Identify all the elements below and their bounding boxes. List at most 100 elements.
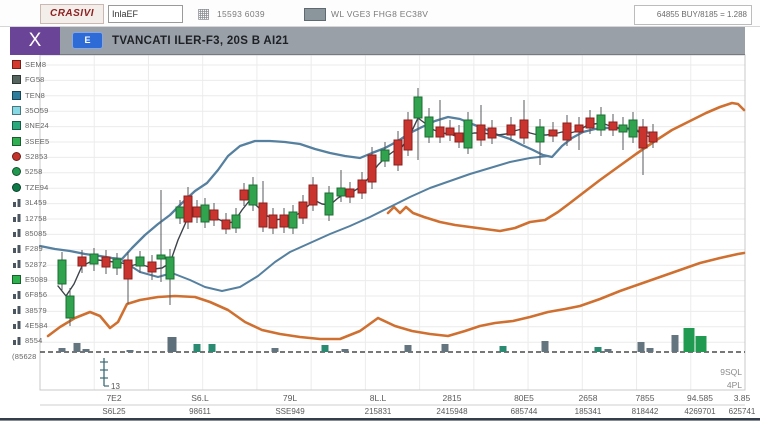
legend-item-label: TEN8 — [25, 90, 45, 100]
top-toolbar: CRASIVI ▦ 15593 6039 WL VGE3 FHG8 EC38V … — [0, 0, 760, 27]
x-axis-label-row2: 4269701 — [684, 407, 716, 416]
lower-panel: 13 9SQL 4PL — [100, 358, 742, 391]
legend-item-38579[interactable]: 38579 — [12, 304, 47, 317]
mini-chart-icon — [13, 229, 21, 238]
legend-item-85085[interactable]: 85085 — [12, 227, 47, 240]
legend-item-3l459[interactable]: 3L459 — [12, 196, 47, 209]
x-axis-label-row1: 80E5 — [514, 393, 534, 403]
legend-item-85628[interactable]: (85628 — [12, 350, 37, 363]
lower-band-line — [122, 155, 549, 292]
volume-bars — [40, 328, 745, 353]
chart-title-bar: E TVANCATI ILER-F3, 20S B AI21 — [60, 27, 745, 55]
mini-chart-icon — [13, 336, 21, 345]
panel-right-top-label: 9SQL — [720, 367, 742, 377]
legend-item-8ne24[interactable]: 8NE24 — [12, 119, 49, 132]
panel-right-bottom-label: 4PL — [727, 380, 742, 390]
x-axis-label-row1: 2658 — [579, 393, 598, 403]
indicator-swatch-icon — [12, 90, 21, 100]
legend-item-label: FG58 — [25, 75, 45, 85]
legend-item-label: 12758 — [25, 213, 47, 223]
x-axis-label-row1: S6.L — [191, 393, 209, 403]
mini-chart-icon — [13, 290, 21, 299]
legend-item-52872[interactable]: 52872 — [12, 258, 47, 271]
upper-band-line — [38, 115, 657, 261]
legend-item-fg58[interactable]: FG58 — [12, 73, 45, 86]
legend-item-label: 38579 — [25, 305, 47, 315]
mini-chart-icon — [13, 260, 21, 269]
legend-item-ten8[interactable]: TEN8 — [12, 89, 45, 102]
mini-chart-icon — [13, 321, 21, 330]
chart-grid — [39, 54, 746, 391]
x-axis-label-row1: 79L — [283, 393, 297, 403]
indicator-swatch-icon — [12, 75, 21, 85]
legend-item-label: TZE94 — [25, 182, 49, 192]
x-axis: 7E2 S6L25 S6.L 98611 79L SSE949 8L.L 215831 2815… — [40, 393, 756, 416]
chart-title: TVANCATI ILER-F3, 20S B AI21 — [112, 35, 289, 47]
x-axis-label-row1: 8L.L — [370, 393, 387, 403]
x-axis-label-row1: 94.585 — [687, 393, 713, 403]
legend-item-sem8[interactable]: SEM8 — [12, 58, 46, 71]
x-axis-label-row2: 215831 — [365, 407, 392, 416]
x-axis-label-row2: 185341 — [575, 407, 602, 416]
x-axis-label-row2: SSE949 — [275, 407, 305, 416]
candlesticks — [57, 88, 658, 326]
series-color-swatch[interactable] — [304, 8, 326, 21]
grid-icon[interactable]: ▦ — [197, 5, 211, 21]
indicator-dot-icon — [12, 182, 21, 192]
legend-item-3see5[interactable]: 3SEE5 — [12, 135, 49, 148]
indicator-swatch-icon — [12, 121, 21, 131]
legend-item-label: F289 — [25, 244, 43, 254]
legend-item-label: 35O59 — [25, 106, 49, 116]
legend-item-label: 3L459 — [25, 198, 47, 208]
mini-chart-icon — [13, 306, 21, 315]
legend-item-12758[interactable]: 12758 — [12, 212, 47, 225]
legend-item-s2853[interactable]: S2853 — [12, 150, 48, 163]
app-logo: CRASIVI — [40, 4, 104, 24]
symbol-input[interactable] — [108, 5, 183, 23]
x-axis-label-row1: 3.85 — [734, 393, 751, 403]
indicator-swatch-icon — [12, 106, 21, 116]
range-label: 15593 6039 — [217, 9, 265, 19]
legend-item-label: 4E584 — [25, 320, 48, 330]
legend-item-label: 5258 — [25, 167, 43, 177]
legend-item-5258[interactable]: 5258 — [12, 165, 43, 178]
legend-item-label: SEM8 — [25, 60, 47, 69]
legend-item-label: (85628 — [12, 351, 37, 361]
x-axis-label-row1: 7E2 — [106, 393, 121, 403]
mini-chart-icon — [13, 244, 21, 253]
indicator-swatch-icon — [12, 136, 21, 146]
indicator-swatch-icon — [12, 274, 21, 284]
legend-item-label: 85085 — [25, 228, 47, 238]
legend-item-label: E5089 — [25, 274, 48, 284]
legend-item-6f856[interactable]: 6F856 — [12, 288, 47, 301]
indicator-dot-icon — [12, 152, 21, 162]
legend-item-label: 52872 — [25, 259, 47, 269]
x-axis-label-row2: 2415948 — [436, 407, 468, 416]
legend-item-35o59[interactable]: 35O59 — [12, 104, 49, 117]
legend-item-f289[interactable]: F289 — [12, 242, 43, 255]
mini-chart-icon — [13, 214, 21, 222]
legend-item-label: 8554 — [25, 336, 43, 346]
legend-item-4e584[interactable]: 4E584 — [12, 319, 48, 332]
legend-item-label: 6F856 — [25, 290, 48, 300]
expand-button[interactable]: E — [72, 32, 103, 49]
indicator-swatch-icon — [12, 60, 21, 69]
x-axis-label-row1: 7855 — [636, 393, 655, 403]
legend-item-label: 3SEE5 — [25, 136, 50, 146]
x-axis-label-row2: 818442 — [632, 407, 659, 416]
legend-item-label: S2853 — [25, 152, 48, 162]
legend-item-8554[interactable]: 8554 — [12, 334, 43, 347]
close-button[interactable]: X — [10, 27, 60, 55]
x-axis-label-row2: 98611 — [189, 407, 211, 416]
indicator-dot-icon — [12, 167, 21, 177]
mini-chart-icon — [13, 198, 21, 207]
legend-item-tze94[interactable]: TZE94 — [12, 181, 49, 194]
bottom-rule — [0, 418, 760, 421]
x-axis-label-row2: S6L25 — [102, 407, 126, 416]
legend-item-e5089[interactable]: E5089 — [12, 273, 48, 286]
legend-item-label: 8NE24 — [25, 121, 49, 131]
orange-signal-line — [386, 101, 746, 233]
x-axis-label-row2: 625741 — [729, 407, 756, 416]
